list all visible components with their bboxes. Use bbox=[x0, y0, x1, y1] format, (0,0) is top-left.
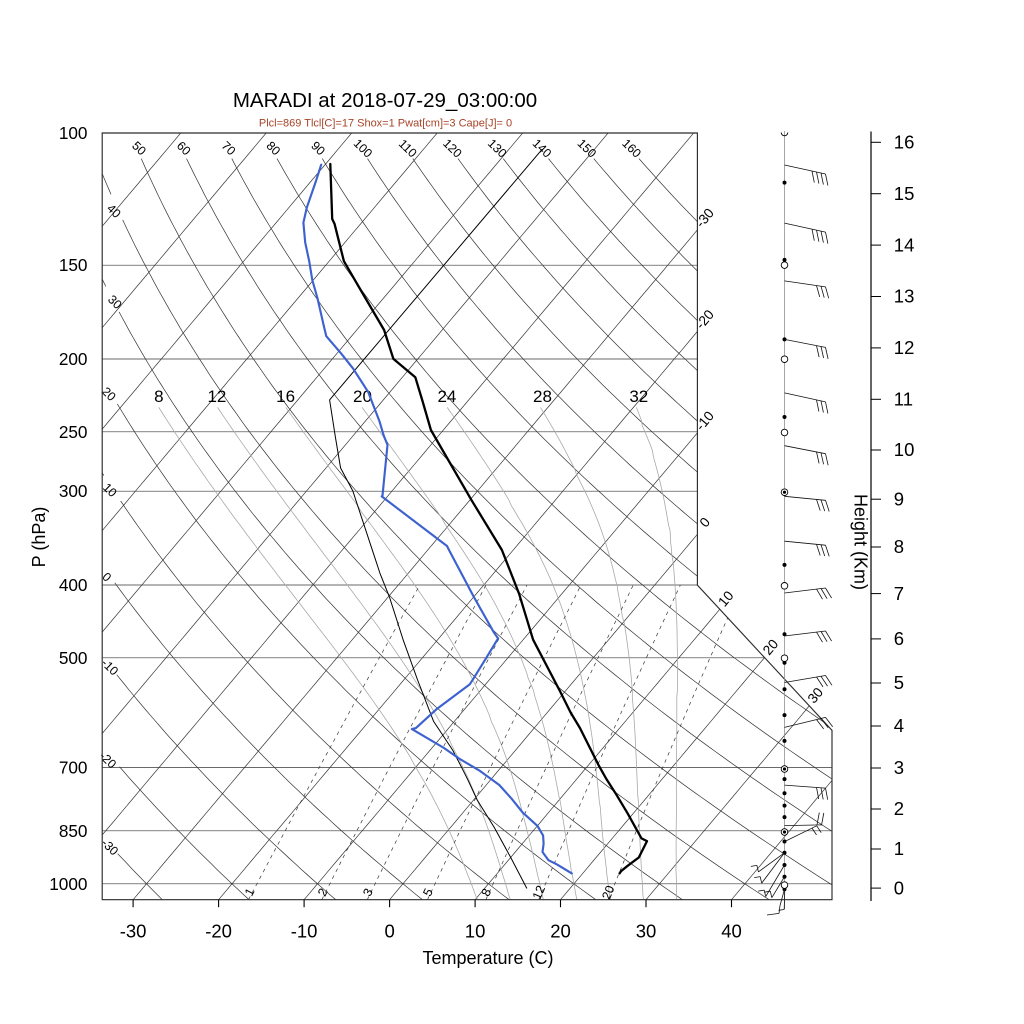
svg-text:3: 3 bbox=[894, 757, 904, 778]
svg-text:200: 200 bbox=[59, 349, 88, 369]
svg-text:150: 150 bbox=[59, 255, 88, 275]
svg-text:28: 28 bbox=[533, 387, 552, 406]
svg-text:2: 2 bbox=[894, 798, 904, 819]
svg-text:20: 20 bbox=[599, 883, 617, 901]
svg-text:Temperature (C): Temperature (C) bbox=[422, 948, 553, 968]
svg-text:32: 32 bbox=[629, 387, 648, 406]
svg-text:-30: -30 bbox=[120, 921, 147, 942]
svg-text:700: 700 bbox=[59, 758, 88, 778]
svg-text:5: 5 bbox=[894, 672, 904, 693]
svg-text:10: 10 bbox=[894, 439, 915, 460]
svg-text:30: 30 bbox=[636, 921, 657, 942]
svg-text:4: 4 bbox=[894, 715, 904, 736]
svg-text:40: 40 bbox=[721, 921, 742, 942]
svg-text:250: 250 bbox=[59, 422, 88, 442]
svg-text:6: 6 bbox=[894, 628, 904, 649]
svg-text:10: 10 bbox=[465, 921, 486, 942]
svg-text:0: 0 bbox=[384, 921, 394, 942]
svg-text:14: 14 bbox=[894, 234, 915, 255]
svg-text:11: 11 bbox=[894, 389, 913, 410]
svg-text:20: 20 bbox=[550, 921, 571, 942]
svg-text:-10: -10 bbox=[291, 921, 318, 942]
svg-text:Plcl=869 Tlcl[C]=17 Shox=1 Pwa: Plcl=869 Tlcl[C]=17 Shox=1 Pwat[cm]=3 Ca… bbox=[259, 118, 512, 130]
svg-text:8: 8 bbox=[154, 387, 163, 406]
svg-text:500: 500 bbox=[59, 648, 88, 668]
svg-text:12: 12 bbox=[530, 883, 548, 901]
svg-text:12: 12 bbox=[207, 387, 226, 406]
svg-text:15: 15 bbox=[894, 183, 915, 204]
svg-text:16: 16 bbox=[894, 132, 915, 153]
svg-text:9: 9 bbox=[894, 488, 904, 509]
svg-text:100: 100 bbox=[59, 123, 88, 143]
svg-text:-20: -20 bbox=[205, 921, 232, 942]
svg-text:400: 400 bbox=[59, 575, 88, 595]
svg-text:MARADI at 2018-07-29_03:00:00: MARADI at 2018-07-29_03:00:00 bbox=[233, 89, 537, 112]
svg-text:1000: 1000 bbox=[49, 874, 87, 894]
svg-text:0: 0 bbox=[894, 877, 904, 898]
svg-text:300: 300 bbox=[59, 481, 88, 501]
svg-text:7: 7 bbox=[894, 583, 904, 604]
svg-text:13: 13 bbox=[894, 286, 915, 307]
svg-text:P (hPa): P (hPa) bbox=[29, 507, 49, 568]
svg-text:1: 1 bbox=[894, 838, 904, 859]
svg-text:8: 8 bbox=[894, 536, 904, 557]
svg-text:Height (Km): Height (Km) bbox=[851, 494, 871, 590]
svg-text:16: 16 bbox=[276, 387, 295, 406]
svg-text:850: 850 bbox=[59, 821, 88, 841]
svg-text:24: 24 bbox=[437, 387, 456, 406]
svg-text:12: 12 bbox=[894, 337, 915, 358]
